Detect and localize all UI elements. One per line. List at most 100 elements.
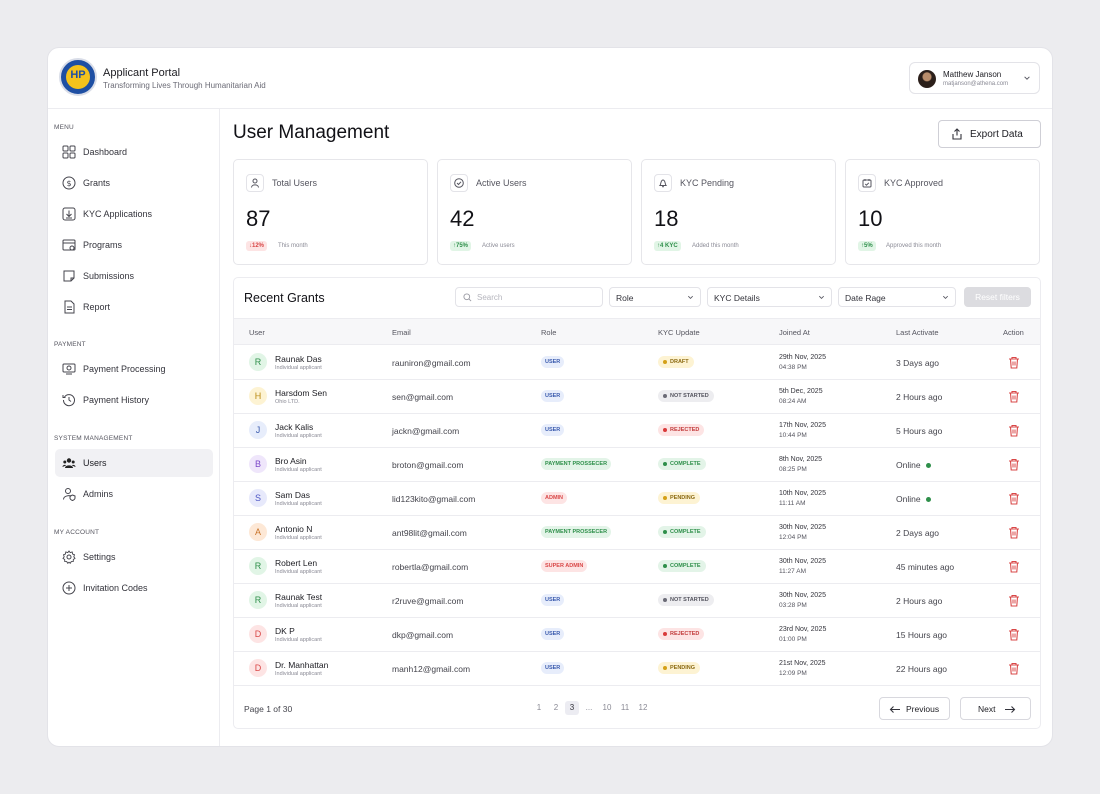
sidebar-item-admins[interactable]: Admins (55, 480, 213, 508)
trash-icon[interactable] (1008, 628, 1020, 641)
trash-icon[interactable] (1008, 492, 1020, 505)
download-box-icon (62, 207, 76, 221)
sidebar-item-payment-history[interactable]: Payment History (55, 386, 213, 414)
trash-icon[interactable] (1008, 662, 1020, 675)
joined-time: 11:27 AM (779, 568, 806, 575)
user-email: rauniron@gmail.com (392, 358, 471, 368)
user-name: Matthew Janson (943, 70, 1002, 79)
last-activity: Online (896, 494, 921, 504)
role-badge: SUPER ADMIN (541, 560, 588, 572)
column-kyc-update: KYC Update (658, 328, 700, 337)
date-filter-label: Date Rage (845, 293, 886, 303)
previous-page-button[interactable]: Previous (879, 697, 950, 720)
stat-change-badge: ↑5% (858, 241, 876, 251)
table-row[interactable]: B Bro Asin Individual applicant broton@gmai… (234, 448, 1040, 482)
kyc-status-label: REJECTED (670, 631, 700, 637)
recent-grants-panel: Recent Grants Search Role KYC Details Da… (233, 277, 1041, 729)
stat-icon-box (246, 174, 264, 192)
dollar-circle-icon: $ (62, 176, 76, 190)
user-name: Jack Kalis (275, 422, 314, 432)
sidebar-item-invitation-codes[interactable]: Invitation Codes (55, 574, 213, 602)
user-type: Individual applicant (275, 501, 322, 507)
table-row[interactable]: R Raunak Test Individual applicant r2ruve@g… (234, 584, 1040, 618)
portal-logo[interactable]: HP (59, 58, 97, 96)
joined-time: 11:11 AM (779, 500, 806, 507)
user-type: Individual applicant (275, 433, 322, 439)
export-data-button[interactable]: Export Data (938, 120, 1041, 148)
sidebar-item-settings[interactable]: Settings (55, 543, 213, 571)
joined-time: 10:44 PM (779, 432, 807, 439)
last-activity: 15 Hours ago (896, 630, 948, 640)
stat-icon-box (654, 174, 672, 192)
joined-date: 5th Dec, 2025 (779, 388, 823, 395)
kyc-details-filter[interactable]: KYC Details (707, 287, 832, 307)
payment-processing-icon (62, 363, 76, 375)
page-number[interactable]: 2 (553, 703, 559, 712)
sidebar-item-programs[interactable]: Programs (55, 231, 213, 259)
joined-time: 08:25 PM (779, 466, 807, 473)
user-avatar: A (249, 523, 267, 541)
gear-icon (62, 550, 76, 564)
joined-time: 01:00 PM (779, 636, 807, 643)
search-input[interactable]: Search (455, 287, 603, 307)
page-number[interactable]: 11 (620, 703, 630, 712)
sidebar-item-label: Payment History (83, 395, 150, 405)
trash-icon[interactable] (1008, 594, 1020, 607)
column-email: Email (392, 328, 411, 337)
sidebar-section-system: SYSTEM MANAGEMENT (54, 435, 133, 442)
sidebar-item-kyc-applications[interactable]: KYC Applications (55, 200, 213, 228)
user-type: Individual applicant (275, 603, 322, 609)
admin-user-icon (63, 488, 76, 501)
table-row[interactable]: D DK P Individual applicant dkp@gmail.com US… (234, 618, 1040, 652)
next-page-button[interactable]: Next (960, 697, 1031, 720)
user-avatar: R (249, 591, 267, 609)
sidebar-item-payment-processing[interactable]: Payment Processing (55, 355, 213, 383)
page-number[interactable]: 3 (565, 701, 579, 715)
sidebar-item-label: Settings (83, 552, 116, 562)
trash-icon[interactable] (1008, 458, 1020, 471)
user-email: robertla@gmail.com (392, 562, 469, 572)
stat-title: Active Users (476, 178, 527, 188)
column-role: Role (541, 328, 557, 337)
stat-card-kyc-approved: KYC Approved 10 ↑5% Approved this month (845, 159, 1040, 265)
online-dot (926, 497, 931, 502)
trash-icon[interactable] (1008, 356, 1020, 369)
page-number[interactable]: 10 (602, 703, 612, 712)
kyc-status-label: COMPLETE (670, 461, 701, 467)
last-activity: 22 Hours ago (896, 664, 948, 674)
kyc-status-badge: COMPLETE (658, 526, 706, 538)
table-row[interactable]: J Jack Kalis Individual applicant jackn@gma… (234, 414, 1040, 448)
stat-change-badge: ↑75% (450, 241, 472, 251)
user-email: r2ruve@gmail.com (392, 596, 464, 606)
trash-icon[interactable] (1008, 560, 1020, 573)
sidebar-item-submissions[interactable]: Submissions (55, 262, 213, 290)
role-filter[interactable]: Role (609, 287, 701, 307)
last-activity: 2 Hours ago (896, 392, 943, 402)
stat-change-badge: ↓12% (246, 241, 268, 251)
table-row[interactable]: R Robert Len Individual applicant robertla@… (234, 550, 1040, 584)
table-row[interactable]: A Antonio N Individual applicant ant98lit@g… (234, 516, 1040, 550)
page-number[interactable]: 1 (536, 703, 542, 712)
table-row[interactable]: D Dr. Manhattan Individual applicant manh12… (234, 652, 1040, 686)
trash-icon[interactable] (1008, 526, 1020, 539)
sidebar-item-report[interactable]: Report (55, 293, 213, 321)
date-range-filter[interactable]: Date Rage (838, 287, 956, 307)
role-badge: PAYMENT PROSSECER (541, 526, 612, 538)
table-row[interactable]: S Sam Das Individual applicant lid123kito@g… (234, 482, 1040, 516)
stat-value: 18 (654, 206, 679, 231)
page-number[interactable]: 12 (638, 703, 648, 712)
trash-icon[interactable] (1008, 424, 1020, 437)
sidebar-item-grants[interactable]: $ Grants (55, 169, 213, 197)
joined-time: 12:04 PM (779, 534, 807, 541)
table-row[interactable]: R Raunak Das Individual applicant rauniron@… (234, 346, 1040, 380)
user-menu[interactable]: Matthew Janson matjanson@athena.com (909, 62, 1040, 94)
sidebar-item-label: Dashboard (83, 147, 128, 157)
user-avatar: J (249, 421, 267, 439)
reset-filters-button[interactable]: Reset filters (964, 287, 1031, 307)
user-name: Harsdom Sen (275, 388, 327, 398)
table-row[interactable]: H Harsdom Sen Ohio LTD. sen@gmail.com USER NO… (234, 380, 1040, 414)
trash-icon[interactable] (1008, 390, 1020, 403)
stat-title: KYC Approved (884, 178, 944, 188)
sidebar-item-dashboard[interactable]: Dashboard (55, 138, 213, 166)
sidebar-item-users[interactable]: Users (55, 449, 213, 477)
